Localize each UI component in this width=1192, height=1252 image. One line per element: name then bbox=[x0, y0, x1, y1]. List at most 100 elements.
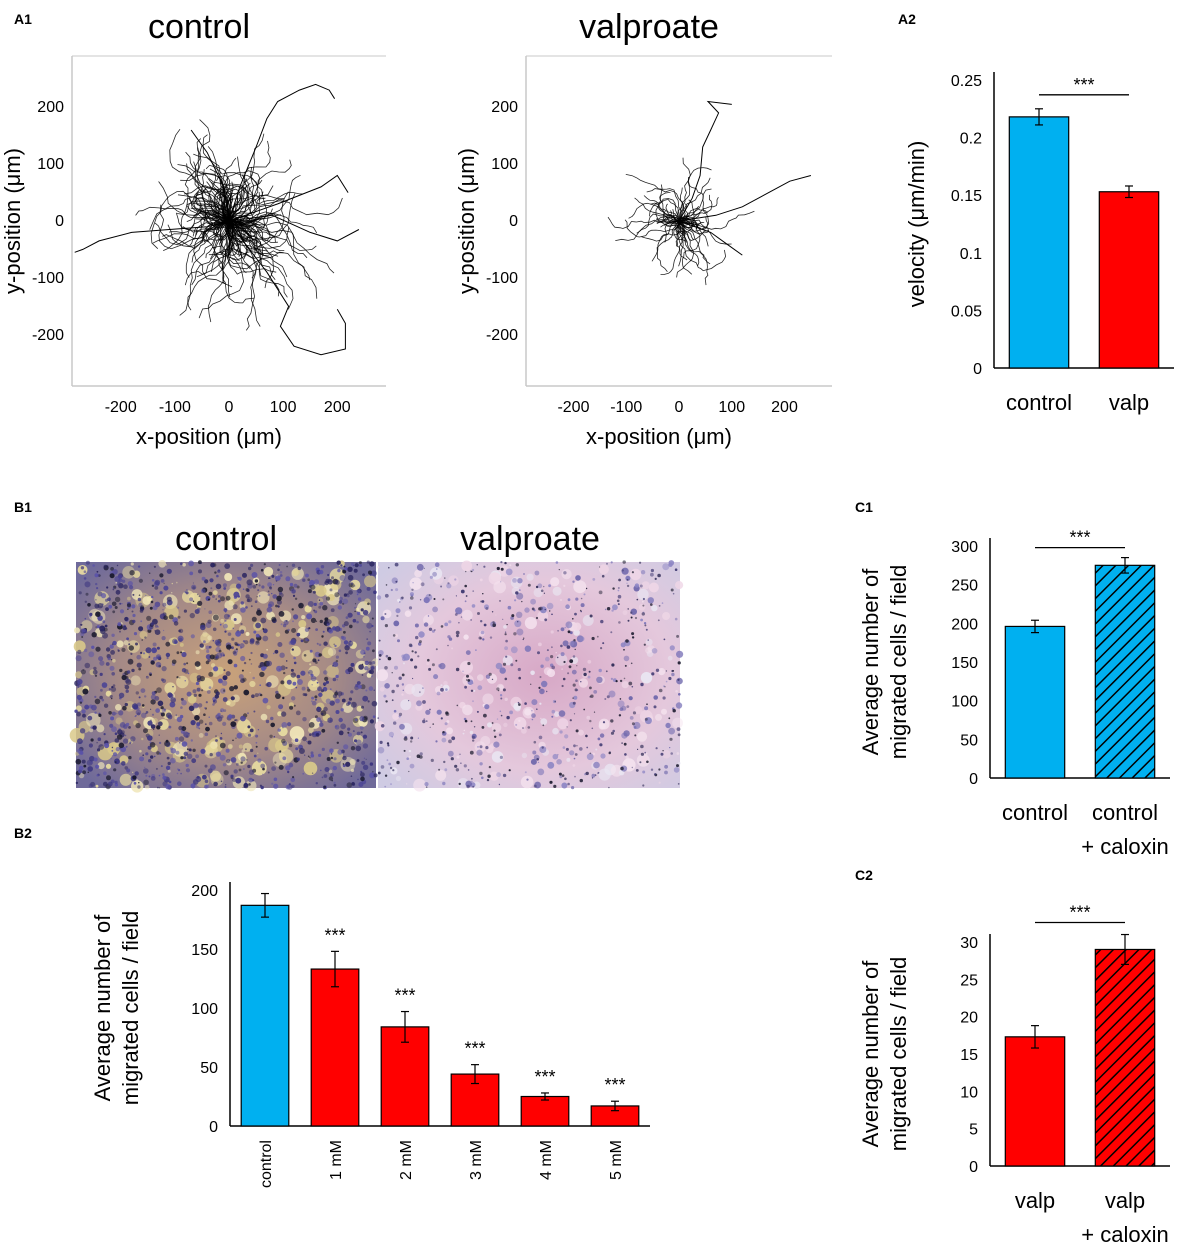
stained-cell bbox=[533, 784, 537, 788]
stained-cell bbox=[212, 627, 217, 632]
stained-cell bbox=[321, 689, 324, 693]
stained-cell bbox=[382, 609, 392, 619]
stained-cell bbox=[440, 684, 443, 687]
stained-cell bbox=[232, 739, 234, 742]
stained-cell bbox=[178, 629, 181, 633]
x-tick-label: -100 bbox=[610, 399, 642, 416]
stained-cell bbox=[307, 740, 312, 745]
stained-cell bbox=[451, 647, 454, 650]
stained-cell bbox=[358, 664, 364, 670]
bar bbox=[1094, 948, 1156, 1167]
stained-cell bbox=[369, 762, 374, 766]
stained-cell bbox=[263, 566, 274, 577]
stained-cell bbox=[267, 590, 270, 593]
stained-cell bbox=[236, 583, 242, 589]
stained-cell bbox=[391, 672, 393, 674]
stained-cell bbox=[620, 766, 624, 771]
stained-cell bbox=[356, 611, 361, 616]
stained-cell bbox=[260, 713, 268, 721]
stained-cell bbox=[467, 679, 471, 682]
stained-cell bbox=[134, 771, 139, 776]
stained-cell bbox=[171, 582, 173, 585]
stained-cell bbox=[626, 705, 630, 708]
stained-cell bbox=[197, 703, 203, 708]
stained-cell bbox=[84, 600, 88, 603]
stained-cell bbox=[111, 750, 114, 752]
stained-cell bbox=[552, 753, 559, 760]
stained-cell bbox=[615, 680, 618, 683]
stained-cell bbox=[117, 622, 122, 627]
stained-cell bbox=[343, 621, 349, 627]
stained-cell bbox=[455, 768, 460, 772]
y-tick-label: 0 bbox=[969, 771, 978, 788]
stained-cell bbox=[585, 587, 588, 590]
stained-cell bbox=[131, 610, 134, 613]
stained-cell bbox=[350, 582, 354, 585]
stained-cell bbox=[333, 643, 336, 646]
stained-cell bbox=[195, 650, 200, 655]
stained-cell bbox=[465, 679, 468, 681]
stained-cell bbox=[164, 682, 177, 695]
stained-cell bbox=[376, 595, 382, 600]
stained-cell bbox=[561, 569, 572, 580]
stained-cell bbox=[94, 711, 97, 714]
stained-cell bbox=[444, 722, 448, 726]
stained-cell bbox=[311, 684, 313, 686]
stained-cell bbox=[255, 745, 258, 748]
stained-cell bbox=[152, 647, 157, 652]
stained-cell bbox=[310, 751, 314, 755]
stained-cell bbox=[569, 719, 572, 722]
stained-cell bbox=[317, 694, 320, 696]
stained-cell bbox=[102, 620, 106, 624]
stained-cell bbox=[116, 734, 123, 740]
stained-cell bbox=[135, 709, 142, 716]
stained-cell bbox=[297, 566, 301, 571]
y-tick-label: 0 bbox=[509, 213, 518, 230]
stained-cell bbox=[74, 709, 78, 713]
stained-cell bbox=[170, 747, 173, 751]
stained-cell bbox=[152, 642, 157, 647]
cell-track bbox=[167, 220, 230, 249]
stained-cell bbox=[200, 632, 211, 644]
stained-cell bbox=[665, 722, 671, 729]
stained-cell bbox=[538, 735, 543, 740]
stained-cell bbox=[498, 733, 502, 737]
stained-cell bbox=[482, 693, 494, 705]
stained-cell bbox=[194, 661, 201, 667]
stained-cell bbox=[355, 718, 358, 721]
cell-track bbox=[154, 211, 230, 246]
stained-cell bbox=[209, 654, 215, 660]
stained-cell bbox=[141, 712, 147, 718]
stained-cell bbox=[517, 621, 519, 623]
stained-cell bbox=[243, 689, 250, 696]
stained-cell bbox=[309, 585, 312, 588]
stained-cell bbox=[639, 761, 642, 764]
stained-cell bbox=[462, 670, 464, 672]
stained-cell bbox=[176, 581, 178, 584]
stained-cell bbox=[76, 694, 82, 701]
micrograph-control-title: control bbox=[175, 520, 277, 558]
stained-cell bbox=[240, 756, 246, 762]
x-tick-label: -200 bbox=[105, 399, 137, 416]
stained-cell bbox=[95, 599, 97, 601]
stained-cell bbox=[217, 712, 221, 717]
stained-cell bbox=[236, 648, 238, 650]
stained-cell bbox=[678, 693, 681, 696]
stained-cell bbox=[504, 631, 507, 633]
stained-cell bbox=[222, 697, 228, 702]
stained-cell bbox=[208, 591, 213, 596]
stained-cell bbox=[621, 569, 624, 572]
stained-cell bbox=[155, 708, 160, 713]
stained-cell bbox=[186, 691, 192, 697]
stained-cell bbox=[190, 634, 195, 639]
stained-cell bbox=[500, 567, 504, 571]
stained-cell bbox=[266, 681, 272, 688]
stained-cell bbox=[224, 786, 227, 788]
stained-cell bbox=[83, 577, 87, 580]
stained-cell bbox=[343, 744, 349, 750]
stained-cell bbox=[235, 737, 237, 739]
stained-cell bbox=[302, 717, 307, 722]
stained-cell bbox=[477, 746, 479, 748]
stained-cell bbox=[182, 731, 189, 738]
